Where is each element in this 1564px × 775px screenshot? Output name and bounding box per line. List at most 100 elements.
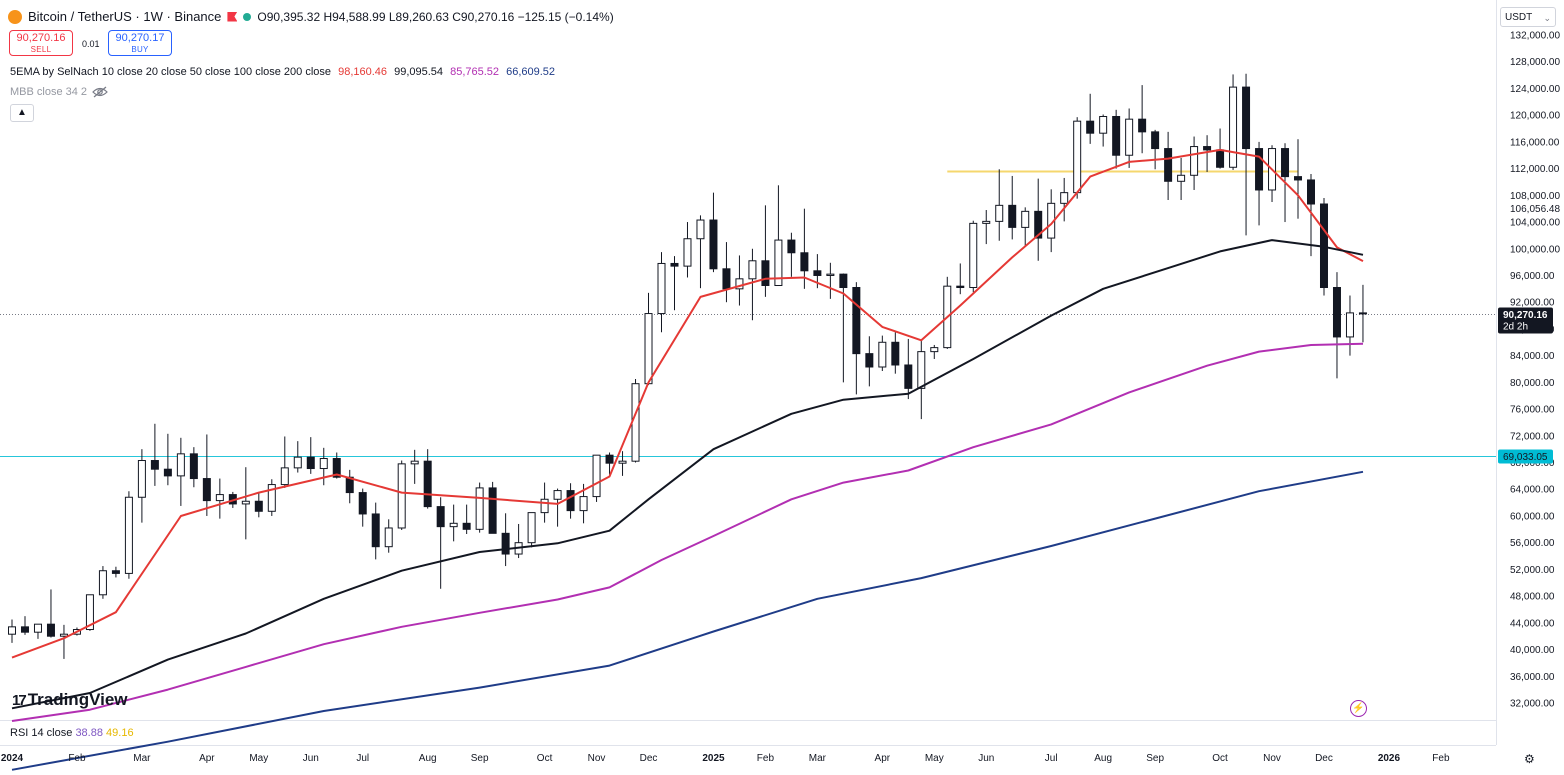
mbb-indicator-legend[interactable]: MBB close 34 2 (10, 86, 108, 98)
candle[interactable] (306, 437, 315, 474)
candle[interactable] (748, 248, 757, 321)
candle[interactable] (1112, 109, 1121, 169)
candle[interactable] (124, 491, 133, 579)
candle[interactable] (215, 478, 224, 519)
candle[interactable] (1358, 284, 1367, 343)
candle[interactable] (774, 185, 783, 287)
candle[interactable] (1203, 135, 1212, 172)
collapse-legend-button[interactable]: ▲ (10, 104, 34, 122)
candle[interactable] (553, 488, 562, 527)
candle[interactable] (1255, 141, 1264, 226)
candle[interactable] (527, 512, 536, 548)
candle[interactable] (267, 479, 276, 516)
candle[interactable] (1125, 108, 1134, 168)
candle[interactable] (618, 451, 627, 476)
symbol-title[interactable]: Bitcoin / TetherUS · 1W · Binance (28, 9, 222, 24)
candle[interactable] (709, 192, 718, 273)
candle[interactable] (787, 232, 796, 277)
candle[interactable] (1332, 272, 1341, 379)
candle[interactable] (761, 205, 770, 297)
candle[interactable] (410, 449, 419, 484)
candle[interactable] (293, 441, 302, 473)
candle[interactable] (1294, 139, 1303, 219)
ema-indicator-legend[interactable]: 5EMA by SelNach 10 close 20 close 50 clo… (10, 66, 559, 78)
candle[interactable] (20, 616, 29, 635)
candle[interactable] (397, 460, 406, 530)
candle[interactable] (566, 483, 575, 519)
candle[interactable] (644, 292, 653, 386)
ema-line[interactable] (11, 470, 1364, 771)
candle[interactable] (1164, 131, 1173, 200)
candle[interactable] (1216, 128, 1225, 169)
candle[interactable] (1190, 136, 1199, 190)
candle[interactable] (1229, 74, 1238, 170)
candle[interactable] (241, 467, 250, 540)
candle[interactable] (371, 502, 380, 560)
candle[interactable] (1008, 175, 1017, 240)
ema-line[interactable] (11, 239, 1364, 710)
candle[interactable] (111, 566, 120, 578)
candle[interactable] (358, 488, 367, 527)
candle[interactable] (839, 273, 848, 383)
candle[interactable] (1021, 207, 1030, 247)
candle[interactable] (696, 215, 705, 289)
candle[interactable] (865, 336, 874, 387)
currency-selector[interactable]: USDT ⌄ (1500, 7, 1556, 27)
candle[interactable] (1060, 177, 1069, 222)
candle[interactable] (319, 447, 328, 486)
candle[interactable] (345, 469, 354, 504)
candle[interactable] (657, 252, 666, 333)
candle[interactable] (800, 208, 809, 289)
candle[interactable] (943, 276, 952, 349)
candle[interactable] (462, 504, 471, 534)
candle[interactable] (1073, 117, 1082, 199)
gear-icon[interactable]: ⚙ (1524, 752, 1535, 766)
candle[interactable] (878, 335, 887, 372)
ema-line[interactable] (11, 342, 1364, 722)
candle[interactable] (1177, 157, 1186, 200)
candle[interactable] (176, 437, 185, 506)
candle[interactable] (1268, 145, 1277, 202)
candle[interactable] (1345, 295, 1354, 356)
candle[interactable] (683, 222, 692, 278)
candle[interactable] (280, 436, 289, 488)
candle[interactable] (384, 519, 393, 553)
candle[interactable] (488, 481, 497, 534)
candle[interactable] (449, 504, 458, 542)
candle[interactable] (150, 423, 159, 486)
candle[interactable] (501, 513, 510, 567)
candle[interactable] (930, 344, 939, 359)
candle[interactable] (59, 624, 68, 659)
candle[interactable] (826, 262, 835, 299)
candle[interactable] (670, 256, 679, 311)
sell-button[interactable]: 90,270.16 SELL (9, 30, 73, 56)
candle[interactable] (904, 338, 913, 400)
candle[interactable] (137, 449, 146, 523)
candle[interactable] (423, 449, 432, 509)
flag-icon[interactable] (227, 11, 238, 22)
candle[interactable] (1307, 173, 1315, 257)
candle[interactable] (98, 566, 107, 599)
candle[interactable] (475, 482, 484, 533)
candle[interactable] (982, 210, 991, 245)
candle[interactable] (163, 433, 172, 486)
lightning-icon[interactable]: ⚡ (1350, 700, 1367, 717)
candle[interactable] (969, 220, 978, 293)
candle[interactable] (917, 339, 926, 420)
rsi-legend[interactable]: RSI 14 close 38.88 49.16 (10, 727, 134, 739)
candle[interactable] (605, 452, 614, 475)
candle[interactable] (189, 447, 198, 488)
candle[interactable] (46, 589, 55, 638)
candle[interactable] (1151, 129, 1160, 170)
candle[interactable] (514, 523, 523, 559)
candle[interactable] (8, 619, 16, 643)
candle[interactable] (254, 493, 263, 518)
candle[interactable] (1086, 93, 1095, 144)
candle[interactable] (436, 497, 445, 589)
candle[interactable] (995, 169, 1004, 241)
candle[interactable] (1138, 85, 1147, 154)
candle[interactable] (202, 434, 211, 516)
candle[interactable] (735, 255, 744, 306)
